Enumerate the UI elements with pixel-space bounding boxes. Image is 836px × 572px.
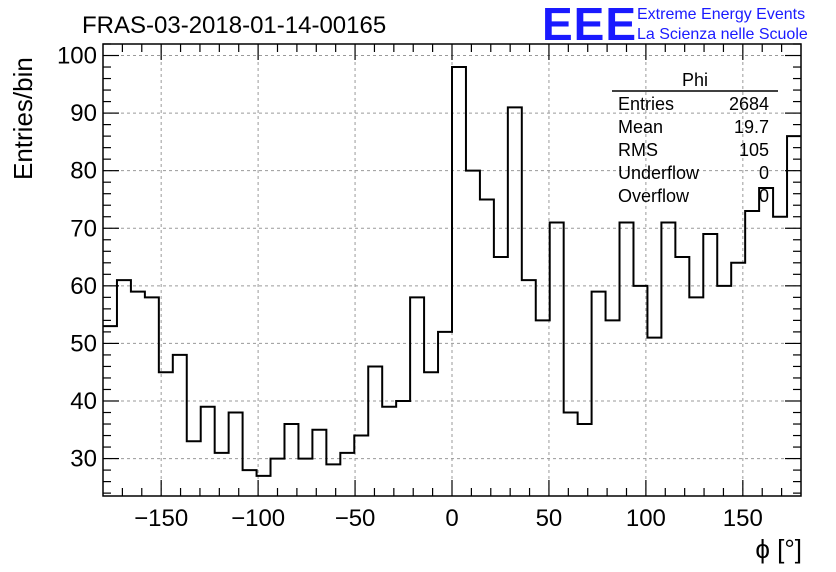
histogram-bin	[787, 136, 801, 496]
histogram-bin	[759, 188, 773, 496]
eee-logo: EEE Extreme Energy Events La Scienza nel…	[542, 0, 808, 50]
histogram-bin	[452, 67, 466, 496]
histogram-bin	[187, 441, 201, 496]
histogram-bin	[410, 297, 424, 496]
stats-entries-value: 2684	[729, 94, 769, 114]
stats-rms-label: RMS	[618, 140, 658, 160]
histogram-bin	[173, 355, 187, 496]
histogram-bin	[536, 320, 550, 496]
axes: −150 −100 −50 0 50 100 150 30 40 50 60 70 80 90 100	[57, 43, 801, 532]
x-tick-label: −150	[134, 505, 188, 532]
stats-mean-value: 19.7	[734, 117, 769, 137]
histogram-bin	[494, 257, 508, 496]
x-tick-label: 0	[445, 505, 458, 532]
logo-line2: La Scienza nelle Scuole	[637, 26, 808, 43]
histogram-bin	[578, 424, 592, 496]
stats-underflow-value: 0	[759, 163, 769, 183]
histogram-bin	[131, 292, 145, 496]
histogram-series	[103, 66, 801, 496]
y-axis-label: Entries/bin	[8, 57, 38, 180]
histogram-bin	[564, 413, 578, 496]
histogram-bin	[298, 459, 312, 496]
histogram-bin	[215, 453, 229, 496]
stats-name: Phi	[682, 70, 708, 90]
x-tick-label: 100	[626, 505, 666, 532]
histogram-bin	[424, 372, 438, 496]
histogram-bin	[703, 234, 717, 496]
y-tick-label: 40	[70, 388, 97, 415]
logo-mark: EEE	[542, 0, 637, 50]
histogram-bin	[647, 338, 661, 496]
y-tick-label: 30	[70, 446, 97, 473]
histogram-bin	[243, 470, 257, 496]
histogram-bin	[522, 280, 536, 496]
histogram-bin	[661, 222, 675, 496]
histogram-bin	[508, 107, 522, 496]
stats-mean-label: Mean	[618, 117, 663, 137]
histogram-outline	[103, 66, 801, 477]
histogram-bin	[689, 297, 703, 496]
histogram-bin	[480, 199, 494, 496]
histogram-bin	[326, 464, 340, 496]
logo-line1: Extreme Energy Events	[637, 6, 805, 23]
chart-title: FRAS-03-2018-01-14-00165	[82, 12, 386, 39]
x-tick-label: −50	[335, 505, 376, 532]
y-tick-label: 50	[70, 330, 97, 357]
histogram-bin	[620, 222, 634, 496]
histogram-bin	[368, 366, 382, 496]
histogram-bin	[354, 436, 368, 496]
y-tick-label: 100	[57, 43, 97, 70]
histogram-bin	[312, 430, 326, 496]
stats-overflow-label: Overflow	[618, 186, 690, 206]
histogram-bin	[382, 407, 396, 496]
x-tick-label: 150	[723, 505, 763, 532]
histogram-bin	[117, 280, 131, 496]
histogram-bin	[229, 413, 243, 496]
y-tick-label: 70	[70, 215, 97, 242]
x-tick-label: 50	[536, 505, 563, 532]
histogram-bin	[340, 453, 354, 496]
stats-entries-label: Entries	[618, 94, 674, 114]
stats-underflow-label: Underflow	[618, 163, 700, 183]
histogram-bin	[396, 401, 410, 496]
stats-rms-value: 105	[739, 140, 769, 160]
histogram-bin	[606, 320, 620, 496]
histogram-bin	[466, 171, 480, 496]
histogram-bin	[773, 217, 787, 496]
stats-overflow-value: 0	[759, 186, 769, 206]
histogram-bin	[675, 257, 689, 496]
x-axis-label: ϕ [°]	[755, 534, 802, 564]
histogram-bin	[438, 332, 452, 496]
histogram-bin	[592, 292, 606, 496]
histogram-bin	[550, 222, 564, 496]
y-tick-label: 90	[70, 100, 97, 127]
histogram-bin	[745, 211, 759, 496]
histogram-bin	[284, 424, 298, 496]
stats-box: Phi Entries 2684 Mean 19.7 RMS 105 Under…	[612, 70, 778, 206]
histogram-bin	[717, 286, 731, 496]
y-tick-label: 60	[70, 273, 97, 300]
histogram-bin	[201, 407, 215, 496]
y-tick-label: 80	[70, 158, 97, 185]
x-tick-label: −100	[231, 505, 285, 532]
histogram-bin	[633, 286, 647, 496]
histogram-bin	[145, 297, 159, 496]
